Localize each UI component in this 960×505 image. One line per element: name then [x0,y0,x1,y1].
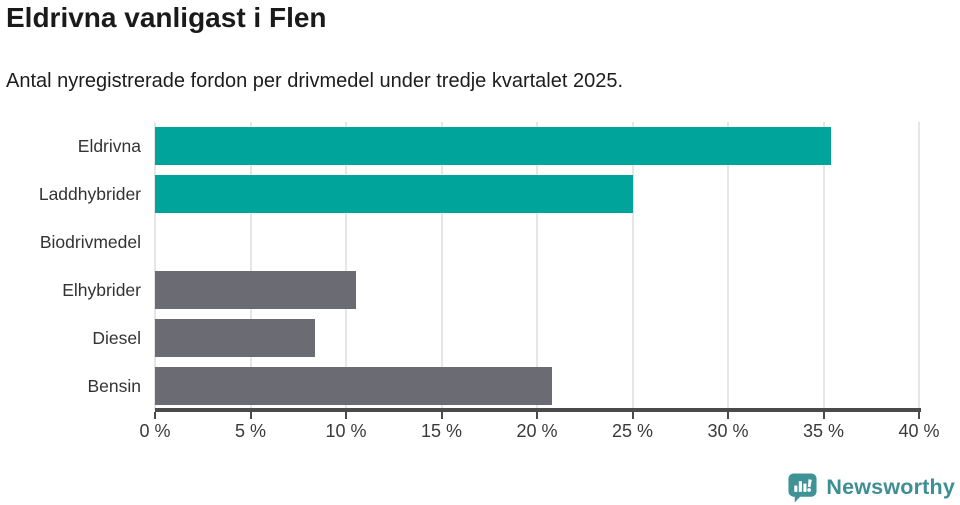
tick-mark [822,412,825,419]
gridline [440,122,443,410]
gridline [536,122,538,410]
tick-label: 15 % [420,421,463,441]
tick-mark [918,412,920,419]
tick-label: 5 % [234,421,267,441]
category-label: Eldrivna [77,135,141,156]
tick-mark [345,412,347,419]
tick-label: 0 % [139,421,171,441]
bar-chart: Eldrivna Laddhybrider Biodrivmedel Elhybrid… [0,122,920,410]
bar [155,271,356,309]
tick-mark [440,412,443,419]
tick-mark [249,412,252,419]
tick-mark [631,412,634,419]
tick-label: 40 % [898,421,940,441]
bar-track [155,319,919,357]
gridline [345,122,347,410]
bar-track [155,367,919,405]
category-label: Bensin [87,375,141,396]
gridline [154,122,156,410]
category-label: Laddhybrider [38,183,141,204]
bar-track [155,175,919,213]
category-label: Diesel [92,327,141,348]
bar [155,127,832,165]
bar-row: Laddhybrider [0,170,919,218]
bar-row: Diesel [0,314,919,362]
gridline [631,122,634,410]
newsworthy-logo-text: Newsworthy [826,475,955,499]
tick-mark [536,412,538,419]
tick-label: 25 % [611,421,654,441]
bar-row: Elhybrider [0,266,919,314]
bar-rows: Eldrivna Laddhybrider Biodrivmedel Elhybrid… [0,122,919,410]
gridline [249,122,252,410]
brand-footer: Newsworthy [787,471,955,504]
tick-label: 20 % [516,421,558,441]
x-axis-ticks: 0 % 5 % 10 % 15 % 20 % 25 % 30 % 35 % 40 % [139,412,940,452]
bar [155,175,633,213]
bar [155,319,316,357]
category-label: Elhybrider [62,279,141,300]
tick-mark [154,412,156,419]
chart-title: Eldrivna vanligast i Flen [6,2,327,33]
bar-row: Eldrivna [0,122,919,170]
tick-label: 35 % [802,421,845,441]
tick-label: 30 % [707,421,749,441]
bar-track [155,223,919,261]
category-label: Biodrivmedel [39,231,141,252]
bar-row: Biodrivmedel [0,218,919,266]
newsworthy-logo-icon [788,473,817,503]
gridline [822,122,825,410]
x-axis-line [155,408,921,412]
tick-label: 10 % [325,421,367,441]
gridline [918,122,920,410]
bar-track [155,271,919,309]
bar-track [155,127,919,165]
tick-mark [727,412,729,419]
gridlines [154,122,920,410]
chart-subtitle: Antal nyregistrerade fordon per drivmede… [6,70,624,92]
bar-row: Bensin [0,362,919,410]
gridline [727,122,729,410]
bar [155,367,553,405]
